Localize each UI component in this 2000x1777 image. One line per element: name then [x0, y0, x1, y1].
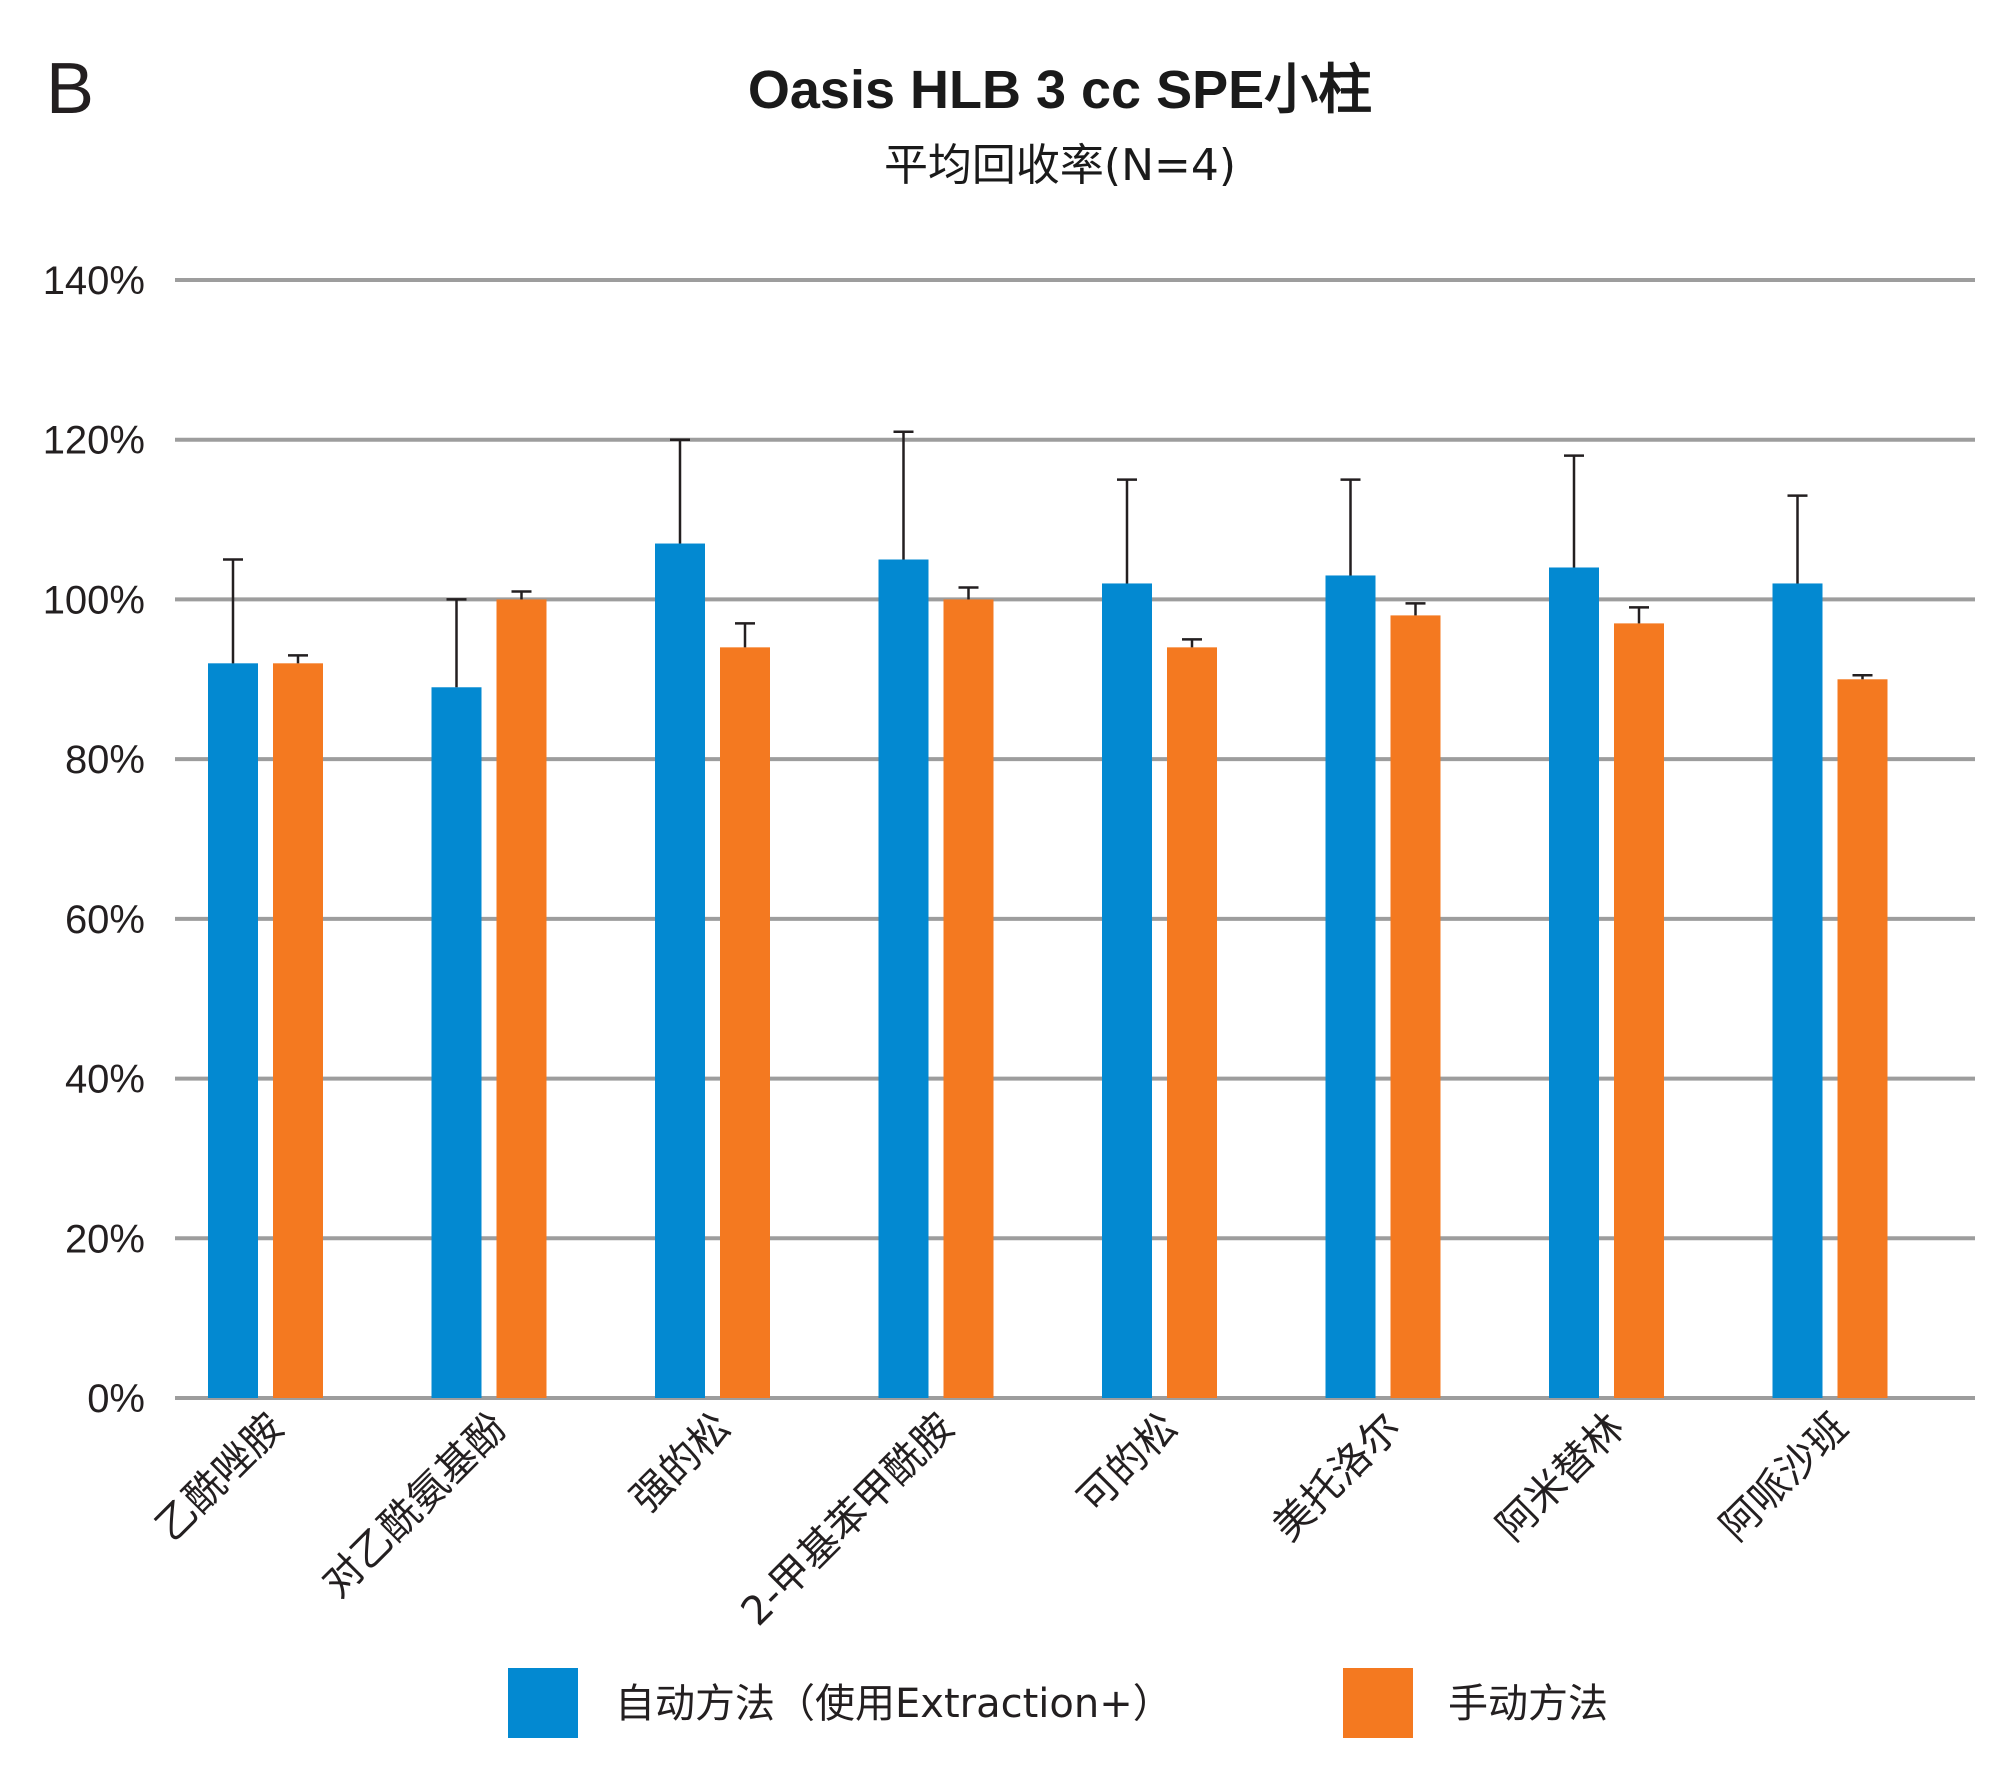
bar-manual-4: [1167, 647, 1217, 1398]
legend-label-auto: 自动方法（使用Extraction+）: [615, 1681, 1173, 1727]
bar-auto-3: [878, 559, 929, 1398]
x-tick-label: 2-甲基苯甲酰胺: [733, 1405, 963, 1635]
legend-swatch-auto: [508, 1668, 578, 1738]
y-tick-label: 0%: [87, 1377, 145, 1421]
error-bar: [958, 586, 979, 600]
error-bar: [1852, 674, 1873, 680]
error-bar: [1787, 494, 1808, 584]
legend: 自动方法（使用Extraction+） 手动方法: [508, 1668, 1608, 1738]
x-tick-label: 强的松: [622, 1405, 739, 1522]
y-axis-ticks: 0% 20% 40% 60% 80% 100% 120% 140%: [43, 259, 145, 1421]
bar-manual-3: [943, 599, 994, 1398]
error-bar: [1340, 478, 1361, 576]
error-bar: [511, 590, 532, 600]
error-bars: [223, 430, 1873, 688]
legend-label-manual: 手动方法: [1448, 1681, 1608, 1727]
bar-auto-7: [1772, 583, 1823, 1398]
error-bar: [223, 558, 243, 664]
bar-manual-6: [1614, 623, 1664, 1398]
panel-label: B: [46, 49, 94, 129]
bar-manual-7: [1837, 679, 1888, 1398]
error-bar: [670, 438, 690, 544]
error-bar: [1405, 602, 1426, 616]
x-tick-label: 对乙酰氨基酚: [314, 1405, 516, 1607]
bar-auto-0: [208, 663, 258, 1398]
bar-auto-6: [1549, 567, 1599, 1398]
bar-auto-5: [1325, 575, 1376, 1398]
y-tick-label: 80%: [65, 738, 145, 782]
bar-auto-2: [655, 543, 705, 1398]
bar-auto-4: [1102, 583, 1152, 1398]
legend-swatch-manual: [1343, 1668, 1413, 1738]
bar-manual-5: [1390, 615, 1441, 1398]
bar-manual-2: [720, 647, 770, 1398]
x-tick-label: 阿哌沙班: [1711, 1405, 1857, 1551]
chart-title: Oasis HLB 3 cc SPE小柱: [748, 60, 1372, 120]
error-bar: [288, 654, 308, 664]
error-bar: [446, 598, 467, 688]
chart-subtitle: 平均回收率(N=4): [884, 140, 1236, 191]
y-tick-label: 120%: [43, 419, 145, 463]
x-tick-label: 可的松: [1069, 1405, 1186, 1522]
error-bar: [1629, 606, 1649, 624]
y-tick-label: 100%: [43, 578, 145, 622]
y-tick-label: 40%: [65, 1058, 145, 1102]
bars: [208, 543, 1888, 1398]
y-tick-label: 20%: [65, 1217, 145, 1261]
error-bar: [1182, 638, 1202, 648]
error-bar: [735, 622, 755, 648]
error-bar: [893, 430, 914, 560]
y-tick-label: 60%: [65, 898, 145, 942]
x-tick-label: 乙酰唑胺: [147, 1405, 293, 1551]
y-tick-label: 140%: [43, 259, 145, 303]
bar-auto-1: [431, 687, 482, 1398]
error-bar: [1117, 478, 1137, 584]
bar-manual-0: [273, 663, 323, 1398]
bar-manual-1: [496, 599, 547, 1398]
x-tick-label: 美托洛尔: [1264, 1405, 1410, 1551]
x-tick-label: 阿米替林: [1488, 1405, 1634, 1551]
error-bar: [1564, 454, 1584, 568]
